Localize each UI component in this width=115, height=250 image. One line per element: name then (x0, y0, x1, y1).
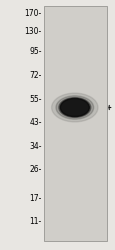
Ellipse shape (58, 98, 90, 117)
Text: 55-: 55- (29, 96, 41, 104)
Text: 95-: 95- (29, 47, 41, 56)
Text: 130-: 130- (24, 27, 41, 36)
Ellipse shape (56, 96, 93, 119)
Text: 17-: 17- (29, 194, 41, 203)
Text: 170-: 170- (24, 9, 41, 18)
Text: 72-: 72- (29, 70, 41, 80)
Text: 34-: 34- (29, 142, 41, 151)
Text: 43-: 43- (29, 118, 41, 127)
Bar (44, 6, 106, 241)
Ellipse shape (60, 98, 89, 116)
Text: 11-: 11- (29, 217, 41, 226)
Text: 26-: 26- (29, 166, 41, 174)
Ellipse shape (51, 93, 97, 122)
